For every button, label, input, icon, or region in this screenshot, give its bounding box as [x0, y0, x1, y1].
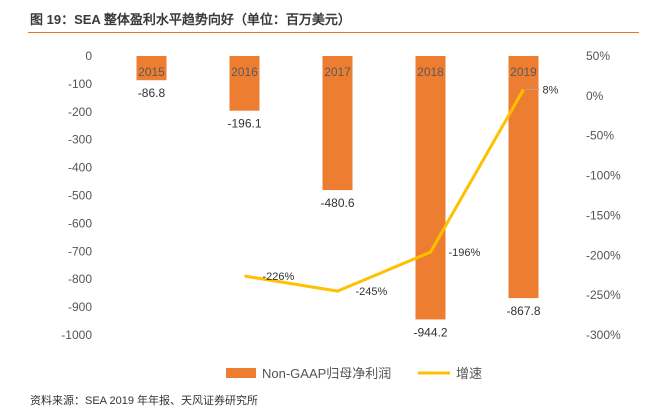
line-series: -226% -245% -196% 8%	[244, 84, 559, 298]
growth-line	[244, 88, 525, 293]
category-label: 2017	[324, 65, 351, 79]
category-label: 2018	[417, 65, 444, 79]
bar-data-label: -867.8	[506, 304, 540, 318]
category-label: 2016	[231, 65, 258, 79]
line-data-label: 8%	[543, 84, 559, 96]
right-axis-tick-label: -250%	[586, 288, 621, 302]
chart-title: 图 19：SEA 整体盈利水平趋势向好（单位：百万美元）	[30, 12, 351, 27]
bar-2019	[508, 56, 539, 299]
bar-data-label: -86.8	[138, 86, 166, 100]
right-axis-tick-label: -100%	[586, 169, 621, 183]
line-data-label: -226%	[263, 271, 295, 283]
category-labels: 2015 2016 2017 2018 2019	[138, 65, 537, 79]
title-divider	[28, 32, 639, 33]
bar-2018	[415, 56, 446, 320]
left-axis-tick-label: -800	[68, 272, 92, 286]
bar-data-label: -480.6	[320, 196, 354, 210]
bar-data-label: -944.2	[413, 325, 447, 339]
line-data-label: -196%	[449, 247, 481, 259]
category-label: 2019	[510, 65, 537, 79]
legend-bar-swatch	[226, 368, 256, 378]
left-axis-tick-label: -300	[68, 133, 92, 147]
right-axis-tick-label: -150%	[586, 208, 621, 222]
category-label: 2015	[138, 65, 165, 79]
bar-2016	[229, 56, 260, 111]
bar-data-label: -196.1	[227, 117, 261, 131]
line-data-label: -245%	[356, 286, 388, 298]
source-note: 资料来源：SEA 2019 年年报、天风证券研究所	[30, 395, 258, 407]
right-axis-tick-label: -200%	[586, 248, 621, 262]
right-axis-tick-label: -300%	[586, 328, 621, 342]
right-axis-tick-label: -50%	[586, 129, 614, 143]
left-axis-tick-label: -500	[68, 189, 92, 203]
left-axis-tick-label: -900	[68, 300, 92, 314]
left-axis-tick-label: -1000	[61, 328, 92, 342]
left-axis-tick-label: -400	[68, 161, 92, 175]
right-axis-tick-label: 0%	[586, 89, 604, 103]
right-axis-ticks: 50% 0% -50% -100% -150% -200% -250% -300%	[586, 49, 621, 342]
bar-2017	[322, 56, 353, 191]
legend-bar-label: Non-GAAP归母净利润	[262, 366, 391, 381]
bar-2015	[136, 56, 167, 81]
legend-line-label: 增速	[456, 366, 482, 381]
bar-series	[136, 56, 539, 320]
left-axis-tick-label: -700	[68, 244, 92, 258]
right-axis-tick-label: 50%	[586, 49, 610, 63]
left-axis-tick-label: -100	[68, 77, 92, 91]
bar-data-labels: -86.8 -196.1 -480.6 -944.2 -867.8	[138, 86, 541, 339]
left-axis-tick-label: -200	[68, 105, 92, 119]
left-axis-ticks: 0 -100 -200 -300 -400 -500 -600 -700 -800 -900 -10…	[61, 49, 92, 342]
legend: Non-GAAP归母净利润 增速	[226, 366, 482, 381]
left-axis-tick-label: -600	[68, 216, 92, 230]
left-axis-tick-label: 0	[85, 49, 92, 63]
